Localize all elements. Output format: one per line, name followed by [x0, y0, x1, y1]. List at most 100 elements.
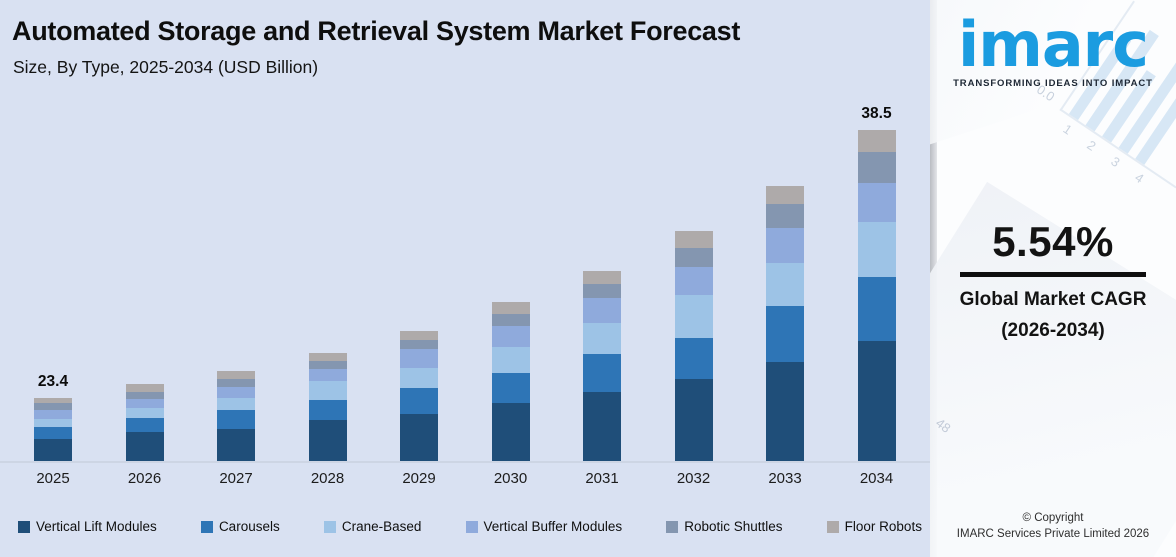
stacked-bar-2027	[217, 371, 255, 461]
legend-label: Robotic Shuttles	[684, 519, 783, 534]
bar-segment	[766, 228, 804, 263]
legend-swatch	[666, 520, 679, 533]
bar-value-label: 38.5	[861, 105, 892, 122]
chart-panel: Automated Storage and Retrieval System M…	[0, 16, 930, 534]
bar-segment	[674, 248, 713, 267]
legend-swatch	[826, 520, 839, 533]
bar-segment	[400, 340, 438, 349]
bar-segment	[34, 439, 72, 461]
x-axis-tick-label: 2032	[676, 470, 711, 487]
copyright-notice: © Copyright IMARC Services Private Limit…	[930, 510, 1176, 542]
bar-segment	[583, 284, 621, 298]
bar-segment	[308, 369, 347, 381]
x-axis-tick-label: 2028	[310, 470, 345, 487]
bar-segment	[125, 384, 164, 392]
bar-segment	[583, 298, 621, 323]
bar-segment	[857, 152, 896, 183]
bar-segment	[308, 353, 347, 361]
legend-swatch	[465, 520, 478, 533]
stacked-bar-chart: 2025 23.4 2026 2027 2028 2029 2030 2031 2032 2033…	[0, 105, 930, 487]
imarc-logo: imarc TRANSFORMING IDEAS INTO IMPACT	[930, 8, 1176, 90]
bar-segment	[400, 368, 438, 388]
stacked-bar-2032	[674, 231, 713, 461]
cagr-underline	[960, 272, 1146, 277]
bar-segment	[34, 410, 72, 419]
legend-item: Carousels	[200, 519, 280, 534]
bar-segment	[674, 295, 713, 338]
x-axis-tick-label: 2033	[768, 470, 802, 487]
legend-label: Carousels	[218, 519, 280, 534]
x-axis-tick-label: 2031	[585, 470, 619, 487]
page-title: Automated Storage and Retrieval System M…	[12, 16, 741, 46]
bar-segment	[583, 392, 621, 461]
legend-item: Vertical Buffer Modules	[465, 519, 623, 534]
bar-segment	[217, 379, 255, 387]
x-axis-tick-label: 2027	[219, 470, 253, 487]
bar-segment	[217, 410, 255, 429]
bar-segment	[400, 388, 438, 414]
stacked-bar-2033	[766, 186, 804, 461]
bar-segment	[857, 222, 896, 277]
x-axis-tick-label: 2030	[493, 470, 528, 487]
bar-segment	[308, 420, 347, 461]
bar-segment	[674, 338, 713, 379]
bar-segment	[583, 354, 621, 392]
bar-segment	[217, 398, 255, 410]
x-axis-tick-label: 2025	[36, 470, 70, 487]
legend-item: Floor Robots	[826, 519, 922, 534]
legend-item: Crane-Based	[323, 519, 422, 534]
bar-segment	[217, 371, 255, 379]
copyright-line1: © Copyright	[1022, 512, 1084, 524]
legend-swatch	[200, 520, 213, 533]
legend-swatch	[18, 520, 30, 533]
bar-segment	[491, 314, 530, 326]
legend-label: Vertical Buffer Modules	[483, 519, 623, 534]
bar-segment	[857, 341, 896, 461]
x-axis-line	[0, 461, 930, 463]
bar-segment	[491, 302, 530, 314]
bar-segment	[491, 347, 530, 373]
legend-item: Vertical Lift Modules	[18, 519, 157, 534]
bar-segment	[766, 306, 804, 362]
page-subtitle: Size, By Type, 2025-2034 (USD Billion)	[13, 57, 319, 77]
bar-segment	[583, 271, 621, 284]
bar-segment	[125, 392, 164, 399]
stacked-bar-2026	[125, 384, 164, 461]
bar-segment	[857, 183, 896, 222]
cagr-label: Global Market CAGR	[959, 289, 1147, 310]
bar-segment	[583, 323, 621, 354]
bar-segment	[34, 403, 72, 410]
bar-segment	[34, 419, 72, 427]
x-axis-tick-label: 2029	[402, 470, 436, 487]
bar-segment	[857, 130, 896, 152]
bar-segment	[857, 277, 896, 341]
stacked-bar-2025	[34, 398, 72, 461]
x-axis-tick-label: 2026	[127, 470, 162, 487]
bar-segment	[766, 362, 804, 461]
imarc-logo-wordmark: imarc	[957, 8, 1149, 81]
cagr-period: (2026-2034)	[1001, 320, 1105, 341]
stacked-bar-2029	[400, 331, 438, 461]
bar-segment	[766, 186, 804, 204]
x-axis-tick-label: 2034	[859, 470, 894, 487]
bar-segment	[674, 379, 713, 461]
stacked-bar-2034	[857, 130, 896, 461]
bar-segment	[308, 400, 347, 420]
watermark-ymax-label: 500.0	[1091, 0, 1126, 3]
bar-segment	[491, 403, 530, 461]
bar-segment	[217, 387, 255, 398]
cagr-block: 5.54% Global Market CAGR (2026-2034)	[930, 218, 1176, 342]
bar-segment	[400, 414, 438, 461]
bar-value-label: 23.4	[37, 373, 69, 390]
legend-label: Floor Robots	[844, 519, 922, 534]
bar-segment	[34, 398, 72, 403]
bar-segment	[491, 326, 530, 347]
bar-segment	[125, 432, 164, 461]
bar-segment	[34, 427, 72, 439]
brand-panel: 500.0 0.0 1 2 3 4 48 imarc TRANSFORMING …	[930, 0, 1176, 557]
bar-segment	[217, 429, 255, 461]
bar-segment	[491, 373, 530, 403]
legend-label: Crane-Based	[341, 519, 422, 534]
bar-segment	[125, 418, 164, 432]
cagr-value: 5.54%	[992, 218, 1114, 265]
